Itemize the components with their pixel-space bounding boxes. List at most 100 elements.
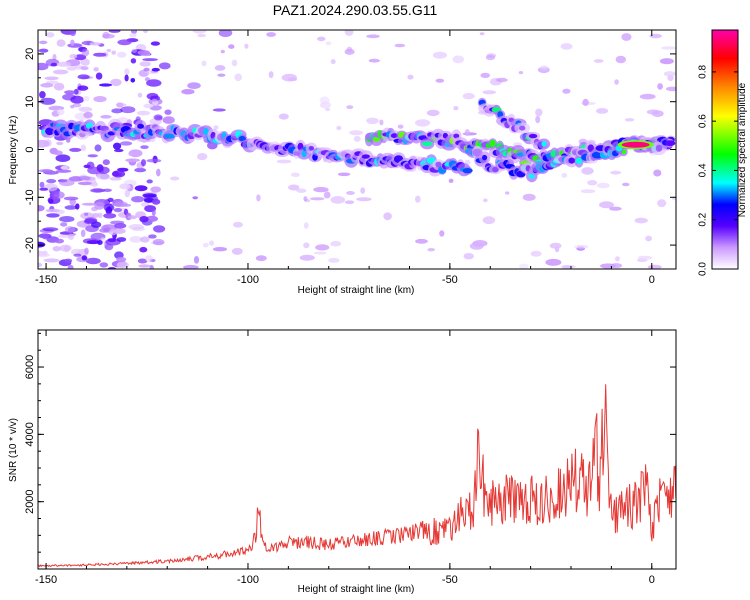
noise-blob xyxy=(596,108,609,114)
noise-blob xyxy=(496,77,508,83)
noise-blob xyxy=(117,39,132,46)
noise-blob xyxy=(596,182,610,189)
ridge-blob xyxy=(361,154,371,159)
noise-blob xyxy=(138,264,151,268)
noise-blob xyxy=(201,60,207,67)
noise-blob xyxy=(108,228,117,236)
noise-blob xyxy=(97,240,103,245)
noise-blob xyxy=(38,169,54,173)
noise-blob xyxy=(52,54,57,60)
noise-blob xyxy=(129,33,137,38)
x-tick-label: -50 xyxy=(442,574,458,586)
y-tick-label: 10 xyxy=(24,96,36,108)
noise-blob xyxy=(59,244,72,252)
noise-blob xyxy=(114,148,124,153)
noise-blob xyxy=(610,170,622,175)
noise-blob xyxy=(39,187,49,191)
noise-blob xyxy=(120,106,136,114)
noise-blob xyxy=(110,78,122,87)
noise-blob xyxy=(114,223,127,229)
noise-blob xyxy=(60,165,69,170)
x-tick-label: -100 xyxy=(237,274,259,286)
noise-blob xyxy=(140,145,149,150)
noise-blob xyxy=(83,218,98,225)
noise-blob xyxy=(217,73,226,77)
noise-blob xyxy=(181,88,195,95)
noise-blob xyxy=(209,240,215,246)
ridge-blob xyxy=(203,128,209,136)
noise-blob xyxy=(315,244,330,251)
noise-blob xyxy=(647,264,662,269)
noise-blob xyxy=(657,83,663,90)
noise-blob xyxy=(599,201,614,209)
noise-blob xyxy=(464,129,470,137)
noise-blob xyxy=(70,30,76,37)
y-tick-label: 4000 xyxy=(24,422,36,446)
noise-blob xyxy=(80,58,90,66)
noise-blob xyxy=(115,103,127,107)
noise-blob xyxy=(124,68,130,75)
noise-blob xyxy=(107,197,114,203)
noise-blob xyxy=(46,213,60,218)
noise-blob xyxy=(562,88,571,94)
noise-blob xyxy=(145,255,153,263)
noise-blob xyxy=(452,55,465,64)
colorbar-label: Normalized spectral amplitude xyxy=(737,82,748,217)
x-tick-label: -50 xyxy=(442,274,458,286)
noise-blob xyxy=(303,196,308,202)
noise-blob xyxy=(48,198,54,204)
noise-blob xyxy=(102,31,110,39)
x-tick-label: 0 xyxy=(649,574,655,586)
noise-blob xyxy=(81,202,98,206)
noise-blob xyxy=(609,206,622,211)
noise-blob xyxy=(83,164,91,169)
noise-blob xyxy=(93,52,107,57)
ridge-blob xyxy=(137,123,145,129)
colorbar-tick-label: 0.4 xyxy=(698,163,709,177)
noise-blob xyxy=(427,248,436,252)
noise-blob xyxy=(70,104,75,109)
noise-blob xyxy=(73,253,82,257)
noise-blob xyxy=(107,238,117,243)
noise-blob xyxy=(614,79,619,85)
noise-blob xyxy=(244,43,249,49)
noise-blob xyxy=(530,250,542,257)
noise-blob xyxy=(146,158,162,163)
noise-blob xyxy=(383,212,392,221)
noise-blob xyxy=(665,86,676,92)
noise-blob xyxy=(51,190,60,199)
noise-blob xyxy=(448,178,454,183)
noise-blob xyxy=(290,172,300,177)
noise-blob xyxy=(453,106,459,111)
noise-blob xyxy=(522,193,536,201)
noise-blob xyxy=(127,215,137,220)
noise-blob xyxy=(45,32,55,38)
noise-blob xyxy=(435,78,445,83)
noise-blob xyxy=(136,110,150,116)
noise-blob xyxy=(505,191,510,195)
noise-blob xyxy=(255,255,267,262)
noise-blob xyxy=(587,180,598,186)
noise-blob xyxy=(141,159,146,167)
noise-blob xyxy=(344,48,355,55)
noise-blob xyxy=(146,79,162,87)
noise-blob xyxy=(234,73,242,82)
noise-blob xyxy=(80,229,86,238)
noise-blob xyxy=(580,189,596,194)
noise-blob xyxy=(214,65,226,71)
noise-blob xyxy=(313,186,329,193)
noise-blob xyxy=(150,41,160,46)
noise-blob xyxy=(78,106,93,112)
noise-blob xyxy=(657,199,667,208)
noise-blob xyxy=(116,51,127,58)
noise-blob xyxy=(615,55,626,64)
noise-blob xyxy=(394,43,406,48)
noise-blob xyxy=(336,125,342,131)
noise-blob xyxy=(94,144,102,152)
noise-blob xyxy=(137,92,143,98)
spectrogram-y-ticks: -20 -10 0 10 20 xyxy=(24,29,676,270)
noise-blob xyxy=(55,169,72,173)
noise-blob xyxy=(202,242,209,248)
noise-blob xyxy=(130,30,138,34)
noise-blob xyxy=(109,177,122,181)
